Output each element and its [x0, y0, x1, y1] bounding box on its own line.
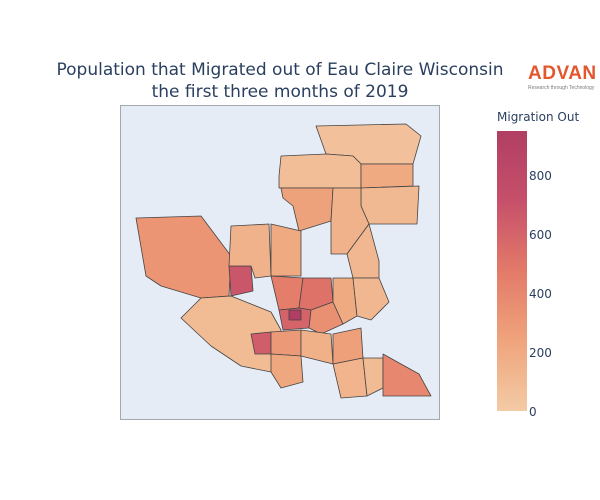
colorbar-tick-label: 400 — [529, 287, 552, 302]
choropleth-map[interactable] — [121, 106, 441, 421]
map-tract-southeast[interactable] — [382, 353, 432, 397]
colorbar-gradient — [497, 131, 527, 411]
map-tract-south-d[interactable] — [332, 357, 368, 399]
chart-title-line-1: Population that Migrated out of Eau Clai… — [56, 60, 504, 80]
map-tract-center-a[interactable] — [270, 275, 304, 311]
logo-tagline: Research through Technology — [528, 85, 595, 91]
map-tract-north-mid-left[interactable] — [280, 187, 334, 232]
map-tract-center-east[interactable] — [332, 277, 358, 325]
colorbar-tick-label: 800 — [529, 169, 552, 184]
map-tract-west-red[interactable] — [228, 265, 254, 297]
map-tract-center-d[interactable] — [308, 301, 344, 335]
map-frame[interactable] — [120, 105, 440, 420]
logo-wordmark: ADVAN — [528, 63, 597, 84]
colorbar-title: Migration Out — [497, 110, 580, 124]
chart-title-line-2: the first three months of 2019 — [151, 82, 409, 102]
map-tract-south-b[interactable] — [300, 329, 334, 365]
colorbar-tick-label: 200 — [529, 346, 552, 361]
map-tract-west-inner[interactable] — [228, 223, 272, 279]
advan-logo: ADVAN Research through Technology — [528, 63, 598, 92]
map-tract-south-a[interactable] — [270, 329, 302, 357]
map-tract-west-wing[interactable] — [135, 215, 232, 299]
map-tract-northeast[interactable] — [360, 185, 420, 225]
colorbar-tick-label: 600 — [529, 228, 552, 243]
map-tract-center-north[interactable] — [270, 223, 302, 277]
map-tract-center-east-2[interactable] — [352, 277, 390, 321]
map-tract-southwest-red[interactable] — [250, 331, 272, 355]
map-tract-south-e[interactable] — [362, 357, 384, 397]
map-tract-north-right[interactable] — [360, 163, 414, 189]
colorbar-tick-label: 0 — [529, 405, 537, 419]
map-tract-center-core[interactable] — [288, 309, 302, 321]
chart-title: Population that Migrated out of Eau Clai… — [30, 59, 530, 103]
map-tract-north-left[interactable] — [278, 153, 362, 189]
map-tract-southwest-bottom[interactable] — [270, 353, 304, 389]
map-tract-east-mid[interactable] — [346, 223, 380, 279]
